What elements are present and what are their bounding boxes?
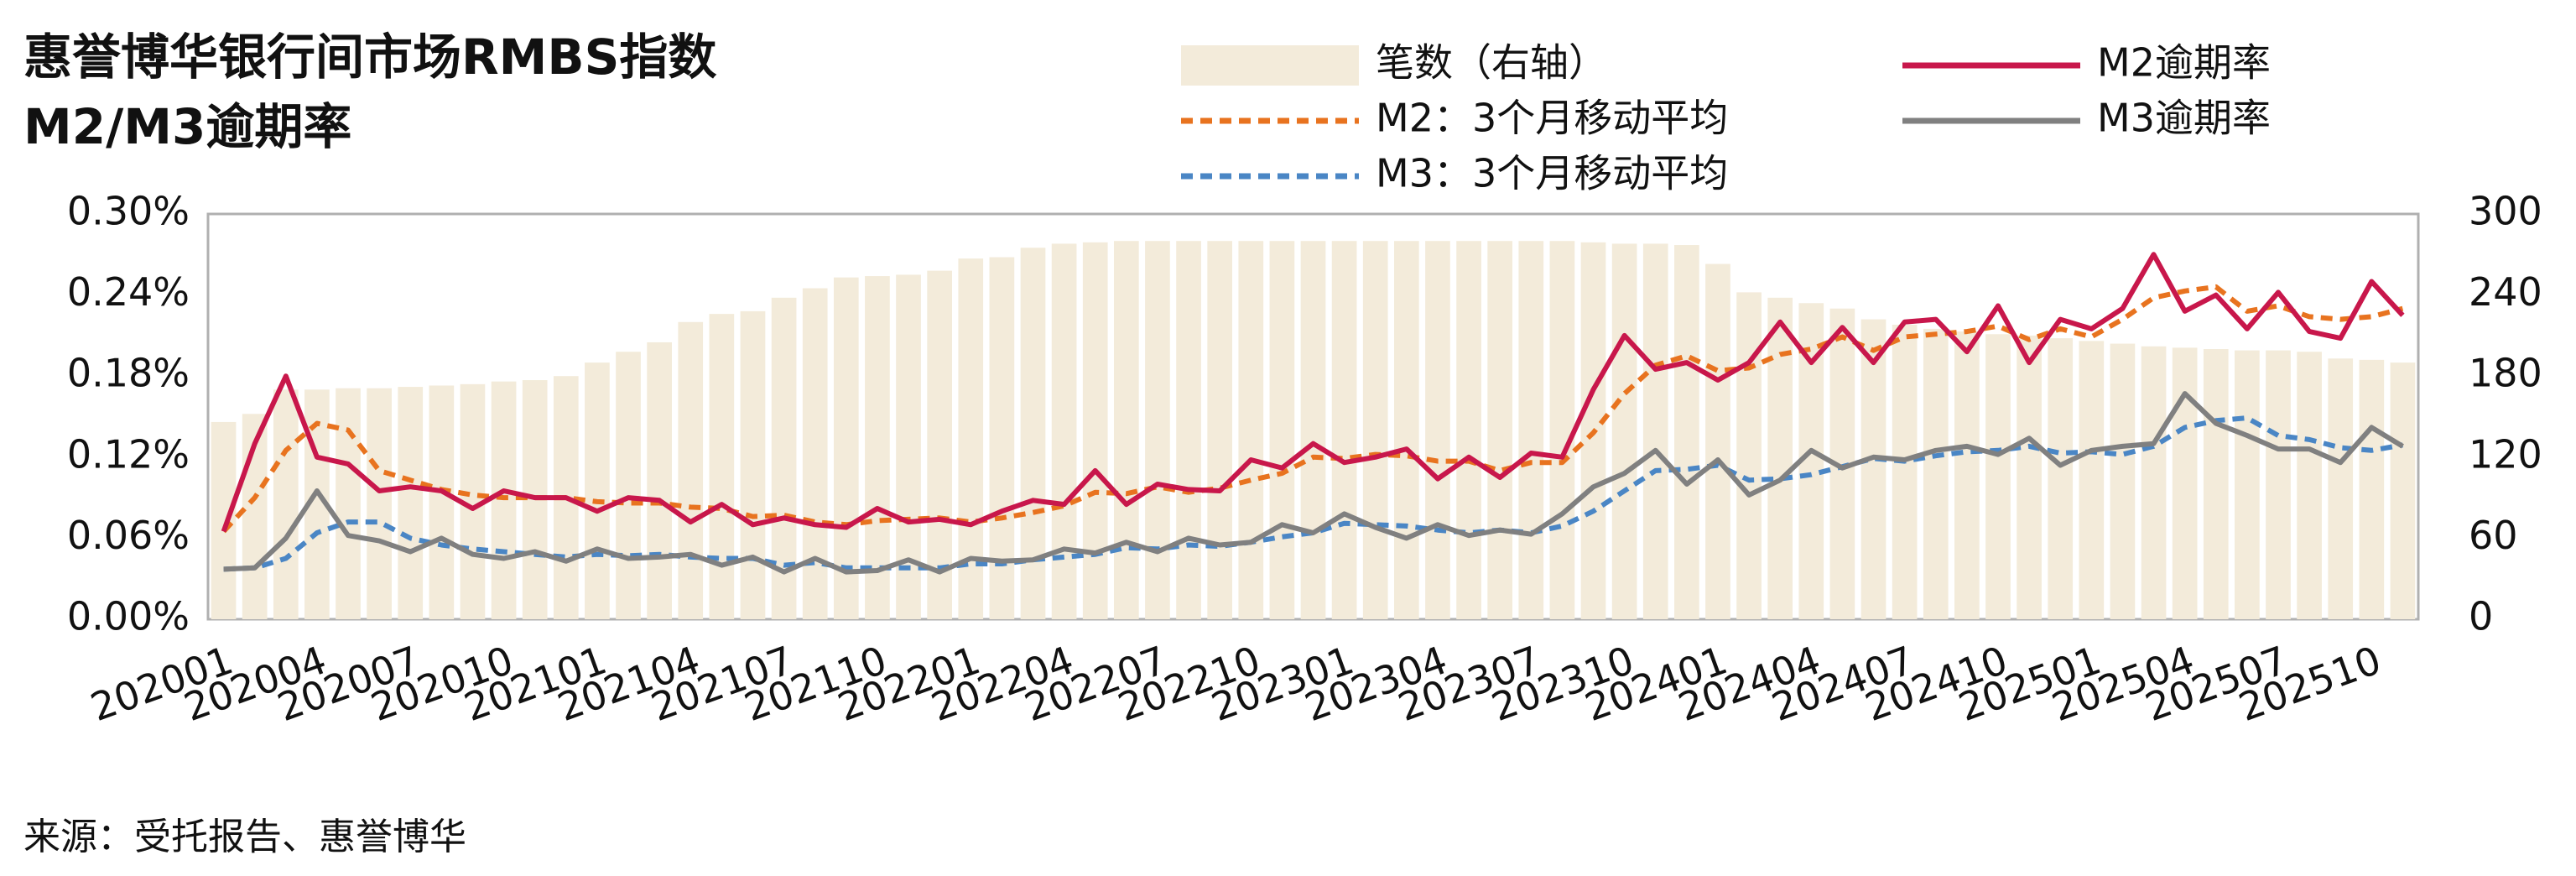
legend-label: M3：3个月移动平均 — [1376, 151, 1728, 196]
bar — [273, 389, 299, 619]
bar — [1611, 243, 1637, 619]
bar — [1985, 334, 2011, 619]
bar — [647, 342, 672, 619]
y2-tick-label: 240 — [2469, 269, 2542, 315]
bar — [802, 288, 828, 619]
chart-title: 惠誉博华银行间市场RMBS指数 — [23, 29, 716, 86]
bar — [1767, 297, 1793, 619]
legend-label: M2逾期率 — [2097, 40, 2271, 86]
bar — [1549, 241, 1575, 619]
bar — [1425, 241, 1450, 619]
line — [221, 252, 2405, 533]
y-tick-label: 0.06% — [67, 513, 190, 558]
bar — [1362, 241, 1388, 619]
bar — [491, 381, 517, 619]
bar — [709, 314, 735, 619]
bar — [1860, 319, 1886, 619]
bar — [833, 277, 859, 619]
y-tick-label: 0.00% — [67, 594, 190, 639]
bar — [1674, 245, 1699, 619]
bar — [616, 352, 641, 619]
y2-tick-label: 60 — [2469, 513, 2518, 558]
bar — [2235, 350, 2260, 619]
source-note: 来源：受托报告、惠誉博华 — [23, 816, 466, 858]
bar — [2172, 347, 2198, 619]
bar — [585, 362, 610, 619]
bar — [398, 387, 424, 619]
legend-label: M3逾期率 — [2097, 96, 2271, 141]
bar — [740, 310, 766, 619]
legend-label: M2：3个月移动平均 — [1376, 96, 1728, 141]
bar — [1892, 325, 1918, 619]
bar — [2359, 359, 2385, 619]
bar — [1331, 241, 1357, 619]
bar — [2141, 346, 2167, 619]
y-tick-label: 0.18% — [67, 351, 190, 396]
bar — [2266, 350, 2291, 619]
bar — [1487, 241, 1513, 619]
bar — [1269, 241, 1295, 619]
y-tick-label: 0.24% — [67, 269, 190, 315]
chart-subtitle: M2/M3逾期率 — [23, 98, 351, 155]
bar — [2110, 343, 2136, 619]
bar — [678, 321, 704, 619]
bar — [2017, 335, 2042, 619]
bar — [1456, 241, 1481, 619]
bar — [2328, 358, 2354, 619]
bar — [865, 276, 890, 619]
bar — [211, 421, 237, 619]
bar — [1705, 263, 1730, 619]
bar — [1082, 242, 1108, 619]
line — [221, 284, 2404, 534]
bar — [1518, 241, 1544, 619]
line — [223, 391, 2404, 575]
y-tick-label: 0.30% — [67, 189, 190, 234]
bar — [1207, 241, 1233, 619]
legend-label: 笔数（右轴） — [1376, 40, 1607, 86]
bar — [2048, 338, 2074, 619]
bar — [2079, 341, 2105, 619]
bar — [1923, 328, 1949, 619]
bar — [1300, 241, 1326, 619]
bar — [367, 388, 392, 619]
bar — [2297, 352, 2322, 619]
bar — [429, 385, 455, 619]
bar — [1051, 243, 1077, 619]
y-tick-label: 0.12% — [67, 431, 190, 477]
bar — [1145, 241, 1170, 619]
y2-tick-label: 180 — [2469, 351, 2542, 396]
bar — [1020, 248, 1046, 619]
bar — [1393, 241, 1419, 619]
y2-tick-label: 0 — [2469, 594, 2493, 639]
bar — [1238, 241, 1264, 619]
bar — [2390, 362, 2416, 619]
bar — [336, 388, 361, 619]
bar — [1642, 243, 1668, 619]
bar — [1736, 292, 1762, 619]
y2-tick-label: 120 — [2469, 431, 2542, 477]
y2-tick-label: 300 — [2469, 189, 2542, 234]
bar — [927, 270, 952, 619]
bar — [2203, 349, 2229, 619]
bar — [1176, 241, 1201, 619]
bar — [1954, 331, 1980, 619]
bar — [1113, 241, 1139, 619]
legend-swatch — [1181, 45, 1359, 86]
